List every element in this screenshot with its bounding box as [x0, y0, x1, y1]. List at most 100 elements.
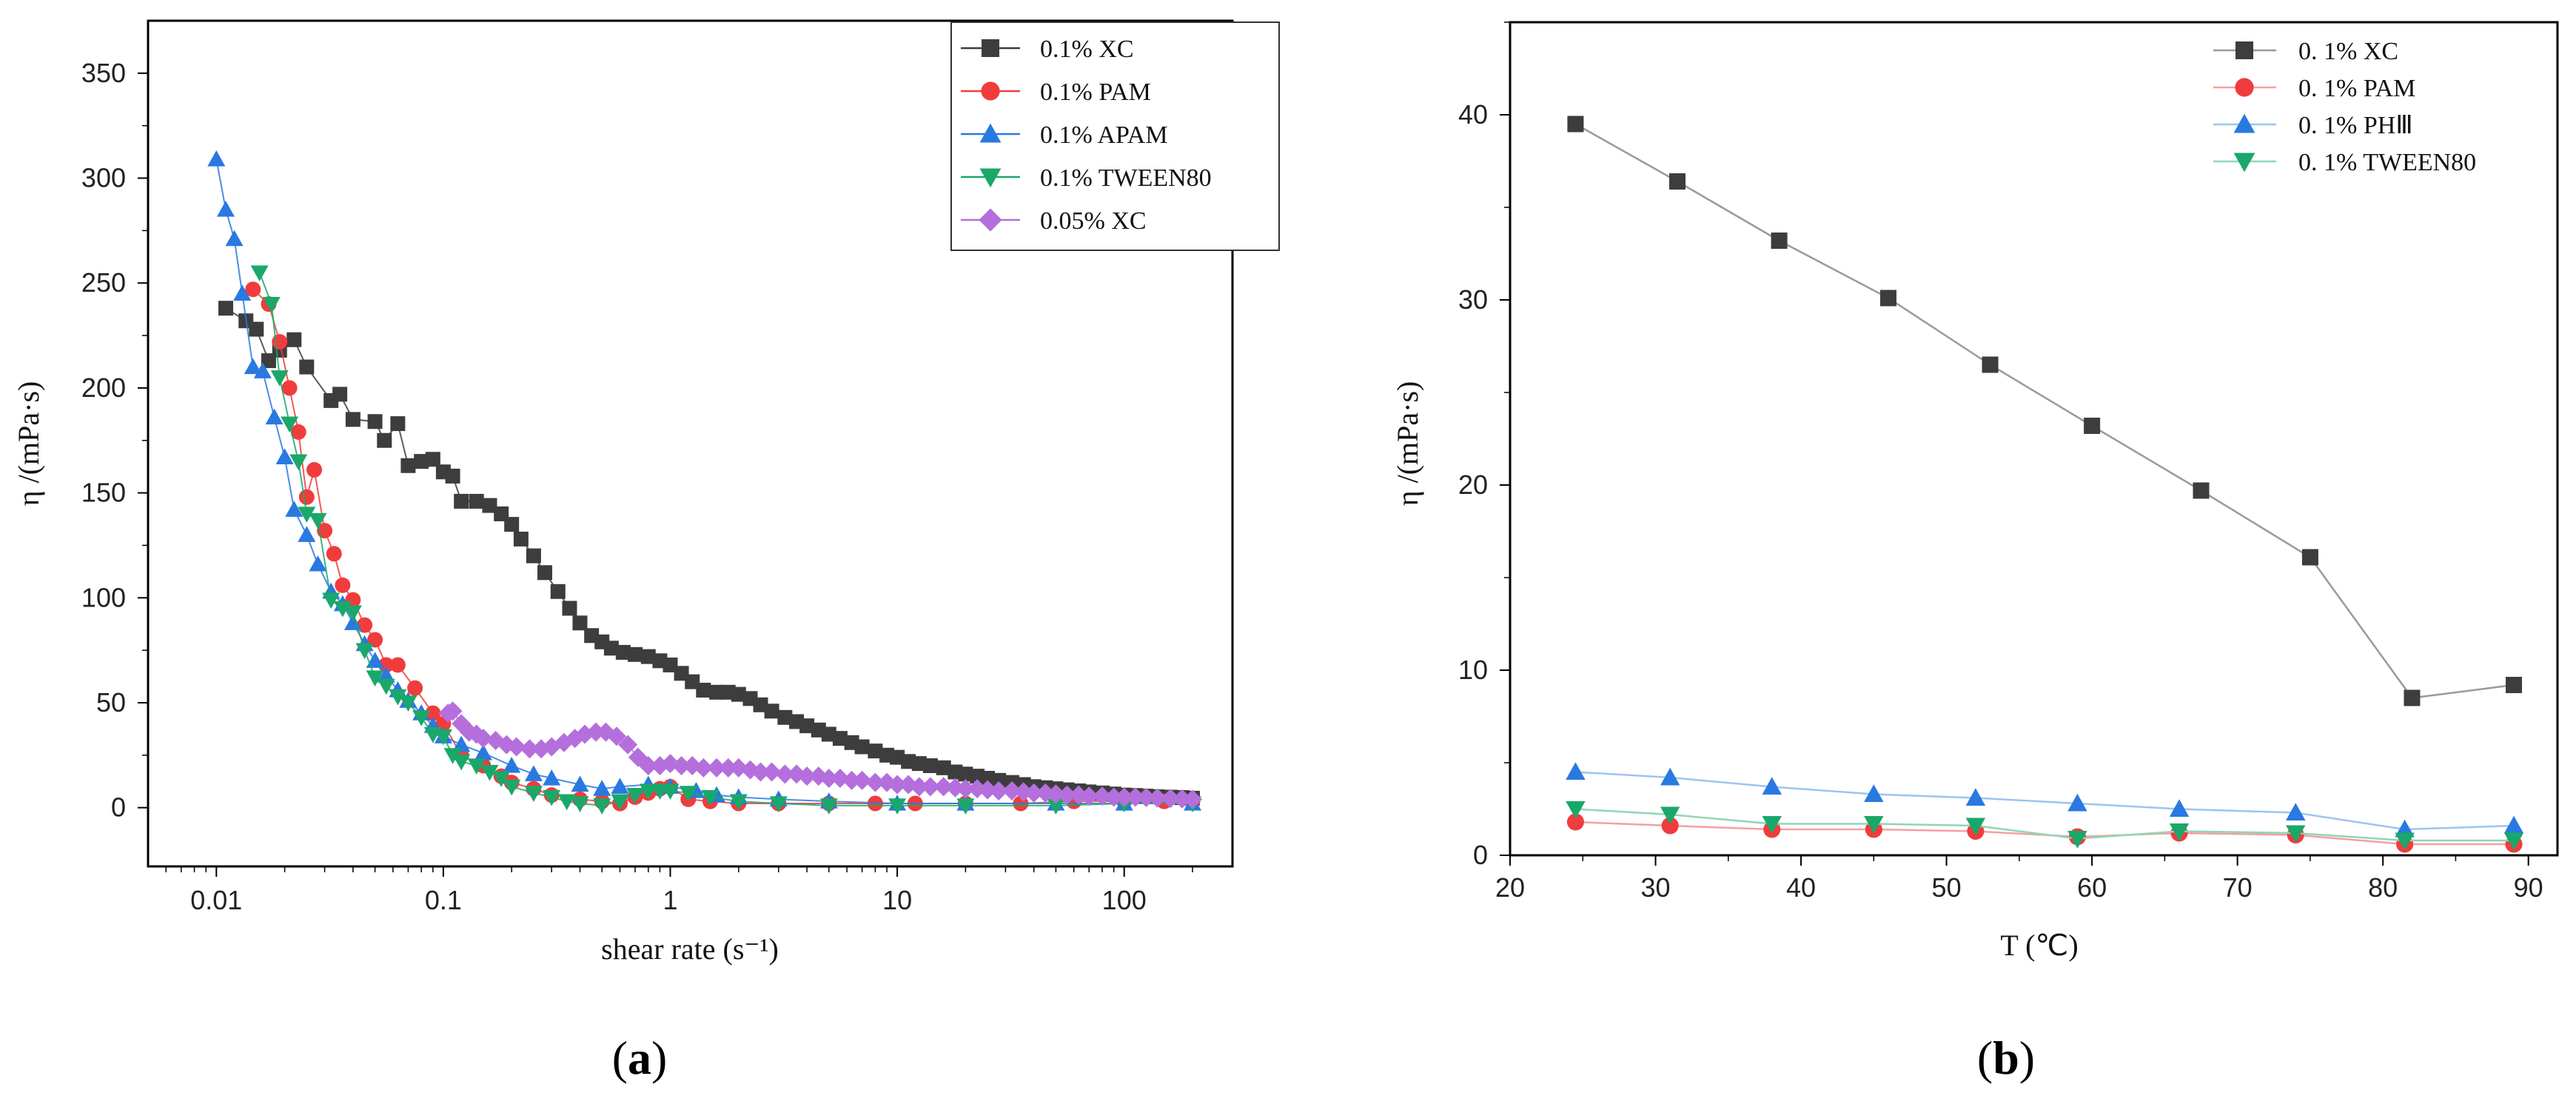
legend-marker [2233, 113, 2255, 133]
data-point [249, 321, 264, 337]
data-point [412, 710, 431, 726]
data-point [1864, 815, 1884, 834]
y-axis-title-b: η /(mPa·s) [1391, 381, 1424, 507]
data-point [443, 701, 463, 721]
data-point [799, 718, 815, 734]
legend-label: 0.05% XC [1040, 207, 1147, 235]
data-point [888, 798, 907, 815]
y-tick-label-b: 30 [1458, 284, 1488, 315]
data-point [694, 758, 714, 778]
data-point [603, 641, 619, 656]
data-point [377, 432, 392, 448]
data-point [572, 615, 588, 631]
data-point [991, 772, 1007, 788]
series-0-1-pam [245, 281, 1201, 812]
series-layer-b [1566, 116, 2524, 853]
data-point [958, 766, 973, 782]
y-tick-label-a: 300 [81, 163, 126, 193]
data-point [888, 775, 908, 795]
x-tick-label-b: 50 [1932, 872, 1962, 903]
data-point [389, 657, 406, 673]
legend-item-0-1-tween80: 0. 1% TWEEN80 [2213, 149, 2476, 176]
data-point [679, 786, 697, 802]
x-tick-label-a: 1 [663, 885, 677, 915]
x-axis-title-a: shear rate (s⁻¹) [601, 932, 779, 966]
data-point [366, 670, 384, 686]
data-point [628, 646, 643, 662]
data-point [473, 729, 493, 749]
x-tick-label-b: 30 [1641, 872, 1671, 903]
data-point [218, 301, 233, 316]
data-point [696, 682, 711, 698]
data-point [443, 748, 462, 764]
data-point [469, 493, 484, 509]
series-0-05-xc [438, 701, 1203, 809]
data-point [769, 796, 788, 812]
ticks-a: 0.01 0.1 1 10 100 0 50 100 150 200 250 300 350 [81, 58, 1193, 915]
legend-label: 0. 1% PHⅢ [2298, 112, 2413, 139]
data-point [425, 705, 441, 721]
legend-marker [981, 81, 1000, 101]
data-point [1136, 788, 1156, 808]
data-point [1661, 817, 1679, 835]
data-point [503, 779, 521, 796]
data-point [956, 798, 975, 815]
x-tick-label-b: 70 [2223, 872, 2253, 903]
data-point [2506, 677, 2523, 693]
x-tick-label-a: 10 [882, 885, 912, 915]
data-point [626, 788, 645, 804]
ticks-b: 20 30 40 50 60 70 80 90 0 10 20 30 40 [1458, 21, 2543, 903]
series-0-1-tween80 [250, 265, 1202, 815]
data-point [978, 780, 998, 800]
legend-item-0-1-xc: 0.1% XC [961, 36, 1134, 63]
y-tick-label-b: 10 [1458, 655, 1488, 685]
data-point [707, 758, 727, 778]
x-tick-label-b: 40 [1786, 872, 1816, 903]
data-point [504, 517, 520, 532]
data-point [332, 387, 348, 402]
legend-label: 0. 1% TWEEN80 [2298, 149, 2476, 176]
data-point [2286, 825, 2306, 843]
data-point [639, 783, 657, 800]
data-point [1864, 784, 1884, 803]
data-point [2067, 793, 2087, 812]
data-point [377, 666, 395, 683]
data-point [298, 507, 316, 523]
data-point [245, 281, 261, 298]
data-point [367, 414, 383, 429]
data-point [764, 703, 779, 719]
data-point [474, 743, 492, 761]
series-line [1575, 808, 2515, 842]
data-point [956, 779, 976, 799]
data-point [299, 359, 315, 375]
legend-item-0-1-ph: 0. 1% PHⅢ [2213, 112, 2413, 139]
data-point [407, 680, 423, 696]
data-point [1771, 233, 1788, 249]
data-point [593, 780, 611, 796]
legend-item-0-1-pam: 0.1% PAM [961, 78, 1151, 106]
data-point [265, 408, 284, 425]
data-point [1965, 818, 1986, 836]
chart-panel-a: 0.01 0.1 1 10 100 0 50 100 150 200 250 300 350 0.1% … [12, 19, 1280, 1084]
data-point [322, 592, 341, 609]
data-point [718, 758, 738, 778]
legend-marker [2235, 78, 2254, 97]
legend-label: 0. 1% XC [2298, 38, 2398, 65]
data-point [298, 526, 316, 542]
data-point [253, 362, 272, 378]
data-point [1147, 788, 1167, 808]
data-point [506, 737, 526, 757]
data-point [1669, 173, 1686, 190]
data-point [911, 756, 927, 772]
legend-label: 0. 1% PAM [2298, 75, 2415, 102]
panel-caption-b-letter: b [1993, 1032, 2019, 1084]
data-point [2169, 799, 2190, 818]
data-point [207, 150, 226, 167]
data-point [586, 722, 606, 742]
data-point [399, 695, 417, 712]
data-point [1002, 781, 1022, 800]
data-point [2067, 830, 2087, 849]
data-point [1024, 783, 1044, 803]
data-point [571, 796, 589, 812]
data-point [1566, 813, 1584, 831]
